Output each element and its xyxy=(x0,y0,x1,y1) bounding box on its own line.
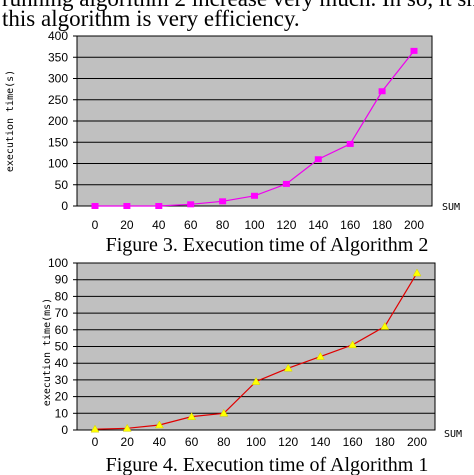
data-point xyxy=(122,423,132,432)
y-tick-label: 400 xyxy=(48,29,68,43)
data-point xyxy=(219,198,227,205)
data-point xyxy=(154,420,164,429)
data-point xyxy=(412,268,422,277)
data-point xyxy=(346,140,354,147)
y-tick-label: 50 xyxy=(55,340,69,354)
x-tick-label: 200 xyxy=(407,435,427,449)
data-point xyxy=(315,352,325,360)
y-tick-label: 60 xyxy=(55,323,69,337)
x-tick-label: 40 xyxy=(152,218,166,232)
data-point xyxy=(380,321,390,330)
x-tick-label: 200 xyxy=(404,218,424,232)
y-tick-label: 100 xyxy=(48,256,68,270)
y-tick-label: 80 xyxy=(55,289,69,303)
x-tick-label: 140 xyxy=(308,218,328,232)
y-axis-label: execution time(s) xyxy=(5,70,16,172)
data-point xyxy=(251,192,258,199)
y-tick-label: 40 xyxy=(55,356,69,370)
x-tick-label: 140 xyxy=(310,435,330,449)
y-tick-label: 70 xyxy=(55,306,69,320)
x-tick-label: 0 xyxy=(92,218,99,232)
data-point xyxy=(219,408,229,417)
y-tick-label: 300 xyxy=(48,72,68,86)
x-axis-label: SUM xyxy=(442,202,460,213)
y-tick-label: 200 xyxy=(48,114,68,128)
x-tick-label: 20 xyxy=(120,218,134,232)
x-tick-label: 60 xyxy=(185,435,199,449)
x-tick-label: 160 xyxy=(343,435,363,449)
y-tick-label: 250 xyxy=(48,93,68,107)
y-axis-label: execution time(ms) xyxy=(42,298,53,406)
y-tick-label: 350 xyxy=(48,50,68,64)
x-tick-label: 120 xyxy=(276,218,296,232)
x-tick-label: 0 xyxy=(92,435,99,449)
x-tick-label: 180 xyxy=(375,435,395,449)
x-tick-label: 20 xyxy=(121,435,135,449)
x-tick-label: 80 xyxy=(216,218,230,232)
x-tick-label: 80 xyxy=(217,435,231,449)
data-point xyxy=(283,363,293,372)
x-tick-label: 60 xyxy=(184,218,198,232)
y-tick-label: 20 xyxy=(55,390,69,404)
x-tick-label: 120 xyxy=(278,435,298,449)
y-tick-label: 0 xyxy=(61,423,68,437)
y-tick-label: 50 xyxy=(55,178,69,192)
y-tick-label: 10 xyxy=(55,406,69,420)
x-tick-label: 160 xyxy=(340,218,360,232)
data-point xyxy=(314,156,322,163)
y-tick-label: 100 xyxy=(48,157,68,171)
caption-figure-4: Figure 4. Execution time of Algorithm 1 xyxy=(105,454,429,475)
data-point xyxy=(90,424,100,433)
y-tick-label: 150 xyxy=(48,135,68,149)
data-point xyxy=(348,340,358,349)
intro-text-line-2: this algorithm is very efficiency. xyxy=(2,6,300,31)
intro-text-line-1: running algorithm 2 increase very much. … xyxy=(2,0,474,10)
data-point xyxy=(91,203,99,209)
y-tick-label: 30 xyxy=(55,373,69,387)
data-point xyxy=(410,47,418,54)
data-point xyxy=(378,88,386,95)
data-point xyxy=(187,201,195,208)
caption-figure-3: Figure 3. Execution time of Algorithm 2 xyxy=(105,234,429,256)
data-point xyxy=(282,180,290,187)
data-point xyxy=(123,203,131,209)
y-tick-label: 90 xyxy=(55,273,69,287)
x-tick-label: 40 xyxy=(153,435,167,449)
data-point xyxy=(155,203,163,209)
x-tick-label: 100 xyxy=(246,435,266,449)
data-point xyxy=(187,412,197,420)
x-tick-label: 100 xyxy=(244,218,264,232)
y-tick-label: 0 xyxy=(61,199,68,213)
data-point xyxy=(251,377,261,385)
x-axis-label: SUM xyxy=(444,429,462,440)
x-tick-label: 180 xyxy=(372,218,392,232)
